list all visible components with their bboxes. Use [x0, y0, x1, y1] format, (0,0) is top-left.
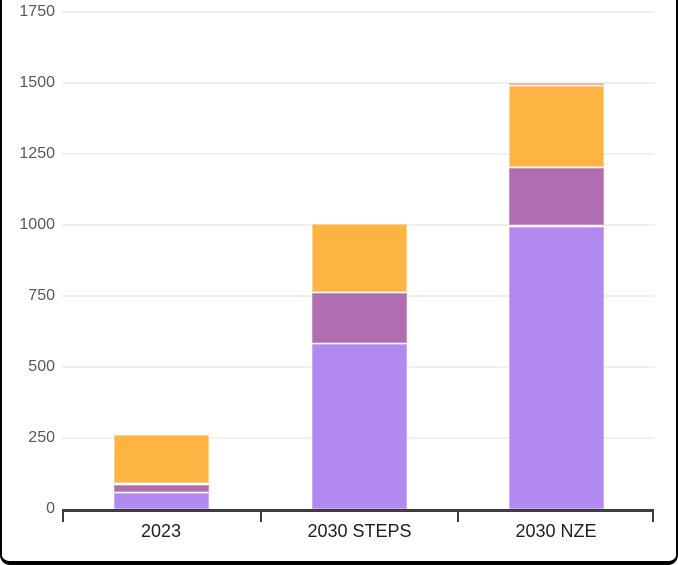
bar-segment-segment-magenta [113, 484, 209, 492]
y-tick-label: 1500 [19, 74, 55, 91]
y-tick-label: 1250 [19, 145, 55, 162]
y-tick-label: 250 [28, 429, 55, 446]
bar-segment-segment-light-purple [508, 226, 604, 509]
x-axis-tick [457, 509, 459, 522]
x-category-label: 2030 STEPS [307, 521, 412, 541]
y-tick-label: 500 [28, 358, 55, 375]
x-category-label: 2030 NZE [515, 521, 597, 541]
bar-segment-segment-coral [508, 82, 604, 85]
gridline [62, 11, 655, 13]
x-axis-tick [260, 509, 262, 522]
bar-segment-segment-orange [508, 85, 604, 167]
bar-segment-segment-orange [312, 223, 407, 292]
bar-segment-segment-light-purple [312, 344, 407, 509]
x-axis-line [62, 509, 652, 512]
y-tick-label: 0 [46, 500, 55, 517]
bar-segment-segment-magenta [508, 168, 604, 225]
gridline [62, 82, 655, 84]
bar-segment-segment-orange [113, 435, 209, 484]
x-axis-tick [652, 509, 654, 522]
y-tick-label: 750 [28, 287, 55, 304]
x-category-label: 2023 [140, 521, 182, 541]
x-axis-tick [62, 509, 64, 522]
bar-segment-segment-magenta [312, 293, 407, 343]
bar-segment-segment-light-purple [113, 493, 209, 509]
y-tick-label: 1750 [19, 3, 55, 20]
gridline [62, 153, 655, 155]
y-tick-label: 1000 [19, 216, 55, 233]
